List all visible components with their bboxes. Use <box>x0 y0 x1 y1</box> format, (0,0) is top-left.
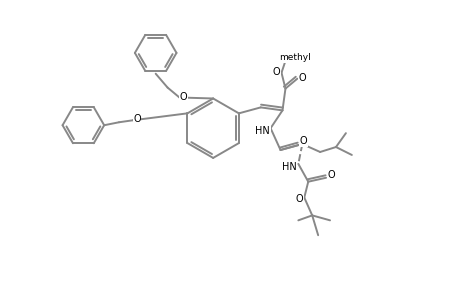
Text: O: O <box>133 114 140 124</box>
Text: HN: HN <box>281 162 296 172</box>
Text: methyl: methyl <box>279 53 311 62</box>
Text: O: O <box>295 194 302 203</box>
Text: O: O <box>326 170 334 180</box>
Text: O: O <box>179 92 187 101</box>
Text: HN: HN <box>255 126 269 136</box>
Text: O: O <box>272 67 280 77</box>
Text: O: O <box>298 73 305 83</box>
Text: O: O <box>299 136 307 146</box>
